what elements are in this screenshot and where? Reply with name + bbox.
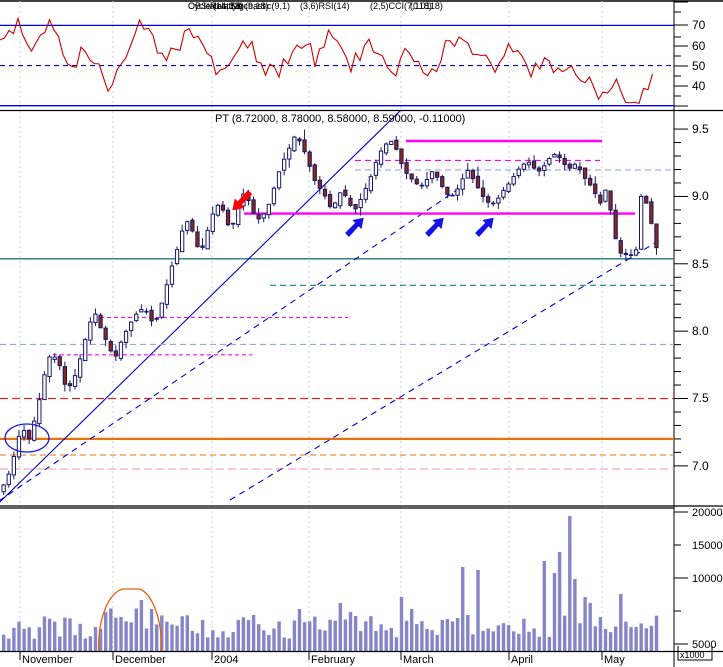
svg-text:April: April	[511, 654, 533, 666]
svg-text:7.0: 7.0	[692, 459, 709, 473]
svg-text:9.5: 9.5	[692, 122, 709, 136]
svg-text:PT (8.72000, 8.78000, 8.58000,: PT (8.72000, 8.78000, 8.58000, 8.59000, …	[215, 113, 465, 125]
svg-text:(3,6)RSI(14): (3,6)RSI(14)	[300, 1, 350, 11]
svg-text:2004: 2004	[214, 654, 238, 666]
svg-text:20000: 20000	[692, 507, 723, 519]
svg-text:February: February	[311, 654, 356, 666]
svg-text:8.5: 8.5	[692, 257, 709, 271]
svg-text:10000: 10000	[692, 573, 723, 585]
svg-text:7.5: 7.5	[692, 391, 709, 405]
svg-text:Relative (9,18): Relative (9,18)	[210, 1, 269, 11]
svg-text:November: November	[22, 654, 73, 666]
svg-text:x1000: x1000	[680, 650, 705, 660]
svg-text:50: 50	[692, 59, 706, 73]
svg-text:(0.0118): (0.0118)	[410, 1, 443, 11]
svg-text:40: 40	[692, 79, 706, 93]
svg-text:May: May	[604, 654, 625, 666]
svg-text:December: December	[115, 654, 166, 666]
svg-text:60: 60	[692, 39, 706, 53]
svg-text:8.0: 8.0	[692, 324, 709, 338]
svg-text:9.0: 9.0	[692, 189, 709, 203]
svg-text:70: 70	[692, 18, 706, 32]
svg-text:15000: 15000	[692, 540, 723, 552]
svg-text:March: March	[403, 654, 434, 666]
